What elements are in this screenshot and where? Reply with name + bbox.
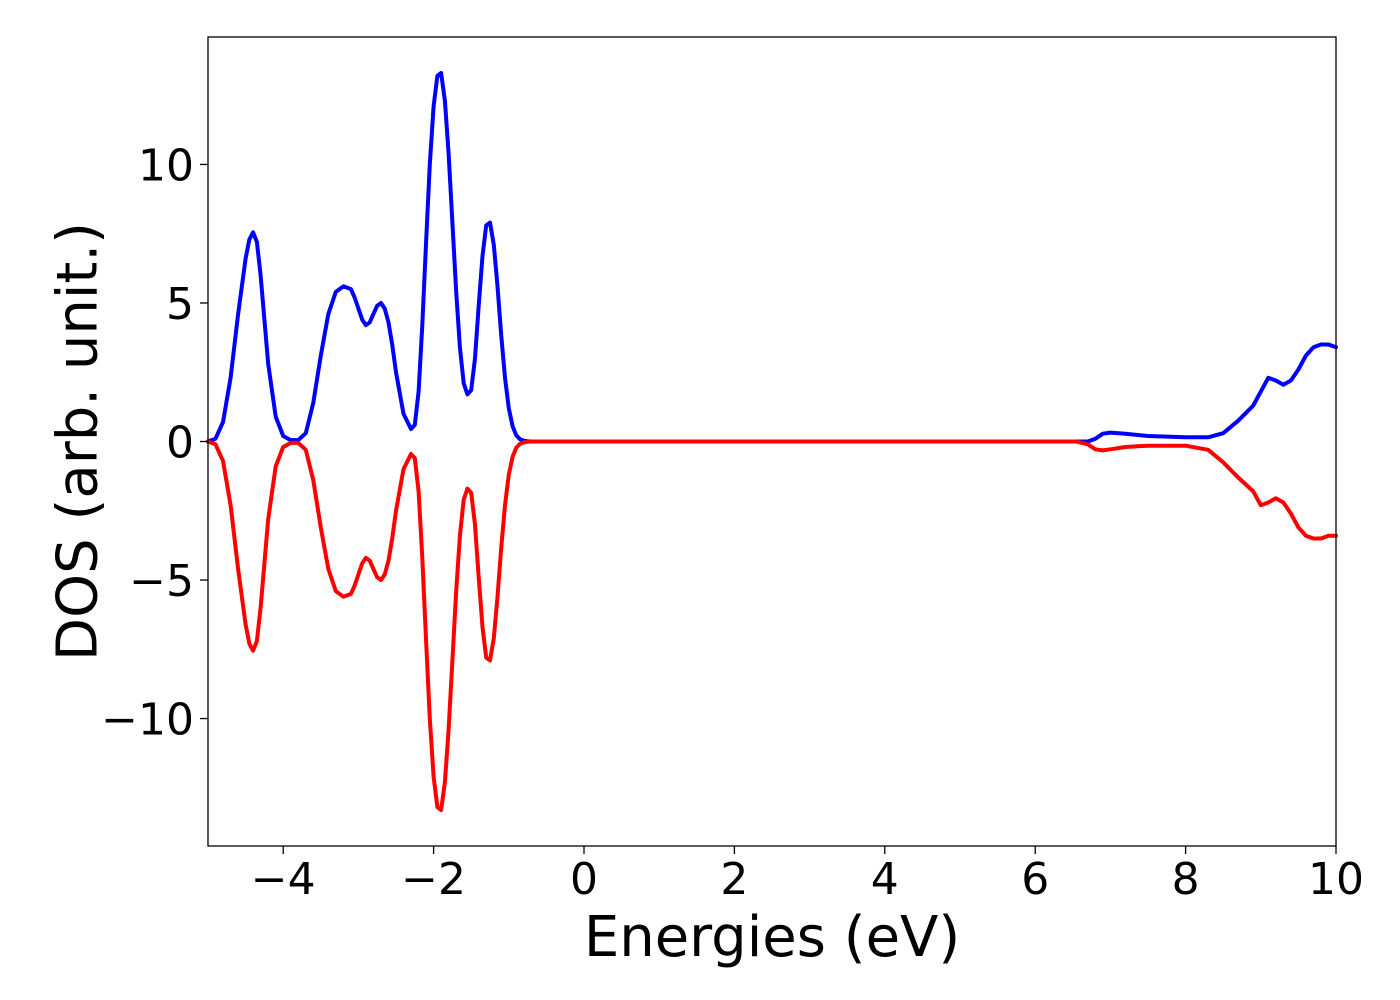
x-tick-label: 8 xyxy=(1172,854,1200,905)
y-axis-label: DOS (arb. unit.) xyxy=(46,222,111,661)
series-line-1 xyxy=(206,71,1338,444)
x-tick-label: 0 xyxy=(570,854,598,905)
x-tick-label: 10 xyxy=(1308,854,1364,905)
x-tick-label: 4 xyxy=(871,854,899,905)
x-tick-label: −2 xyxy=(401,854,466,905)
x-axis-label: Energies (eV) xyxy=(584,905,960,970)
x-tick-label: 2 xyxy=(720,854,748,905)
x-tick-label: −4 xyxy=(251,854,316,905)
y-tick-label: −10 xyxy=(101,695,194,746)
y-tick-label: 0 xyxy=(166,418,194,469)
series-layer xyxy=(206,71,1338,812)
tick-layer: −4 −2 0 2 4 6 8 10 −10 −5 0 5 10 xyxy=(101,140,1364,905)
series-line-2 xyxy=(206,439,1338,812)
y-tick-label: −5 xyxy=(129,556,194,607)
x-tick-label: 6 xyxy=(1021,854,1049,905)
y-tick-label: 5 xyxy=(166,279,194,330)
y-tick-label: 10 xyxy=(138,140,194,191)
plot-frame xyxy=(207,36,1337,847)
